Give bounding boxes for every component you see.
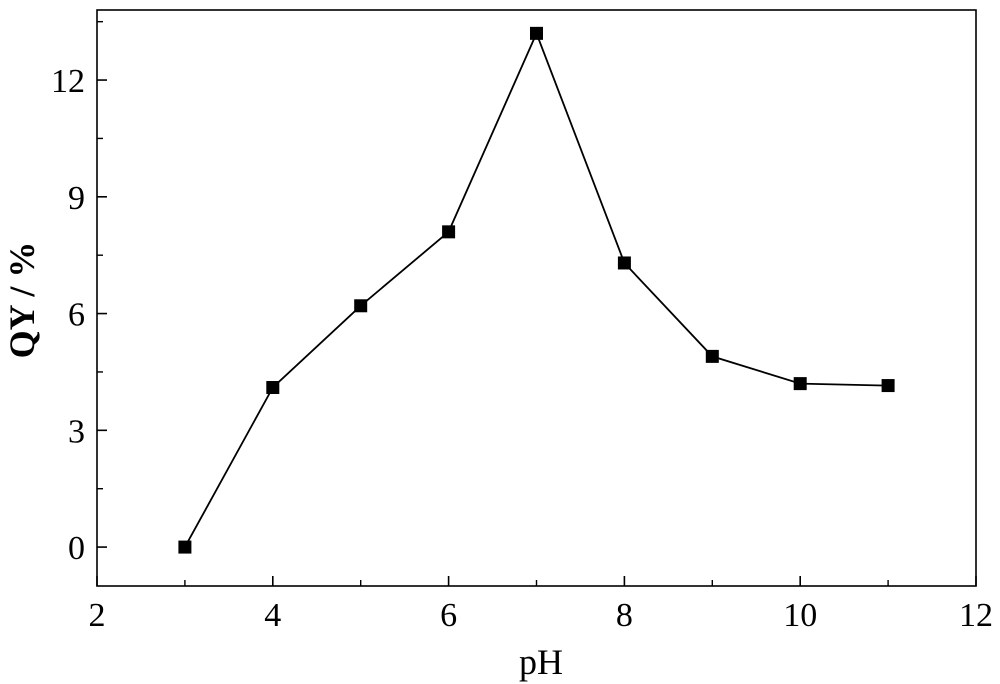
y-tick-label: 9 (68, 180, 85, 217)
plot-frame (96, 9, 977, 587)
x-tick-label: 12 (959, 597, 993, 634)
data-point-marker (266, 381, 280, 395)
y-tick-label: 6 (68, 297, 85, 334)
y-tick-label: 3 (68, 413, 85, 450)
y-tick-label: 12 (51, 63, 85, 100)
series-line (184, 31, 889, 548)
x-tick-label: 10 (783, 597, 817, 634)
data-point-marker (354, 299, 368, 313)
x-tick-label: 8 (616, 597, 633, 634)
data-point-marker (793, 377, 807, 391)
data-point-marker (442, 225, 456, 239)
data-point-marker (178, 540, 192, 554)
series-group (178, 26, 895, 554)
tick-labels: 2 4 6 8 10 12 0 3 6 9 12 (51, 63, 993, 634)
x-tick-label: 2 (89, 597, 106, 634)
data-point-marker (705, 349, 719, 363)
x-tick-label: 6 (440, 597, 457, 634)
data-point-marker (881, 379, 895, 393)
x-tick-label: 4 (264, 597, 281, 634)
data-point-marker (530, 26, 543, 40)
tick-marks (96, 20, 977, 586)
x-axis-label: pH (519, 642, 563, 682)
data-point-marker (617, 256, 631, 270)
y-axis-label: QY / % (2, 242, 42, 359)
y-tick-label: 0 (68, 530, 85, 567)
